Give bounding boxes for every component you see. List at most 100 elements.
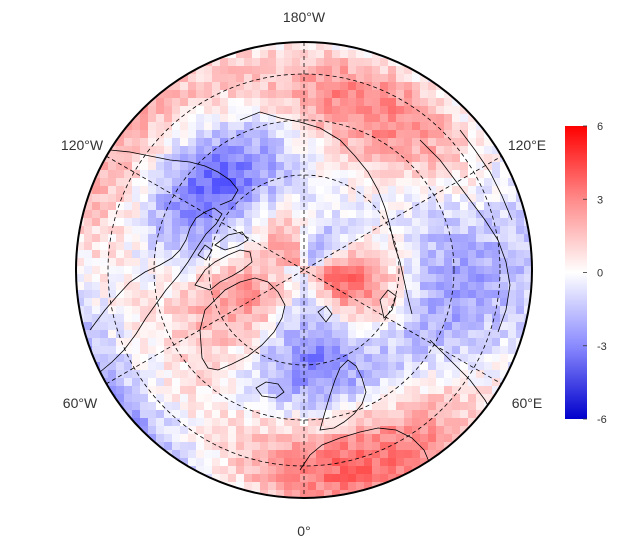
field-cell — [244, 202, 252, 210]
field-cell — [468, 186, 476, 194]
field-cell — [316, 314, 324, 322]
field-cell — [332, 226, 340, 234]
field-cell — [252, 162, 260, 170]
field-cell — [180, 426, 188, 434]
field-cell — [420, 282, 428, 290]
field-cell — [212, 298, 220, 306]
field-cell — [372, 386, 380, 394]
field-cell — [436, 226, 444, 234]
field-cell — [180, 282, 188, 290]
field-cell — [356, 82, 364, 90]
field-cell — [100, 338, 108, 346]
field-cell — [380, 114, 388, 122]
field-cell — [220, 178, 228, 186]
field-cell — [164, 162, 172, 170]
field-cell — [468, 178, 476, 186]
field-cell — [428, 362, 436, 370]
field-cell — [420, 226, 428, 234]
field-cell — [252, 314, 260, 322]
field-cell — [380, 250, 388, 258]
field-cell — [196, 170, 204, 178]
field-cell — [156, 298, 164, 306]
alaska-coast — [109, 149, 239, 206]
field-cell — [132, 338, 140, 346]
field-cell — [508, 322, 516, 330]
field-cell — [292, 186, 300, 194]
field-cell — [212, 418, 220, 426]
field-cell — [388, 218, 396, 226]
field-cell — [212, 250, 220, 258]
field-cell — [276, 282, 284, 290]
field-cell — [276, 130, 284, 138]
field-cell — [84, 242, 92, 250]
field-cell — [404, 378, 412, 386]
field-cell — [172, 314, 180, 322]
field-cell — [372, 338, 380, 346]
field-cell — [476, 346, 484, 354]
field-cell — [284, 418, 292, 426]
field-cell — [284, 402, 292, 410]
field-cell — [356, 114, 364, 122]
field-cell — [428, 306, 436, 314]
field-cell — [188, 298, 196, 306]
field-cell — [292, 106, 300, 114]
field-cell — [76, 202, 84, 210]
field-cell — [252, 90, 260, 98]
field-cell — [172, 362, 180, 370]
field-cell — [188, 290, 196, 298]
field-cell — [116, 250, 124, 258]
field-cell — [452, 346, 460, 354]
field-cell — [156, 258, 164, 266]
field-cell — [188, 394, 196, 402]
field-cell — [260, 66, 268, 74]
field-cell — [324, 338, 332, 346]
field-cell — [348, 306, 356, 314]
field-cell — [460, 154, 468, 162]
field-cell — [364, 386, 372, 394]
field-cell — [180, 370, 188, 378]
field-cell — [332, 98, 340, 106]
field-cell — [460, 130, 468, 138]
field-cell — [428, 162, 436, 170]
field-cell — [356, 186, 364, 194]
field-cell — [468, 218, 476, 226]
field-cell — [364, 146, 372, 154]
field-cell — [404, 306, 412, 314]
field-cell — [476, 338, 484, 346]
field-cell — [108, 346, 116, 354]
field-cell — [372, 266, 380, 274]
field-cell — [180, 98, 188, 106]
field-cell — [420, 330, 428, 338]
field-cell — [180, 162, 188, 170]
field-cell — [228, 106, 236, 114]
field-cell — [396, 370, 404, 378]
field-cell — [172, 138, 180, 146]
field-cell — [172, 266, 180, 274]
field-cell — [324, 154, 332, 162]
colorbar-tick-label: -6 — [597, 414, 607, 426]
field-cell — [452, 330, 460, 338]
field-cell — [164, 322, 172, 330]
field-cell — [364, 418, 372, 426]
field-cell — [444, 266, 452, 274]
field-cell — [364, 346, 372, 354]
field-cell — [180, 82, 188, 90]
field-cell — [172, 298, 180, 306]
field-cell — [364, 114, 372, 122]
field-cell — [292, 362, 300, 370]
field-cell — [172, 162, 180, 170]
field-cell — [452, 234, 460, 242]
field-cell — [140, 306, 148, 314]
field-cell — [316, 330, 324, 338]
field-cell — [220, 138, 228, 146]
field-cell — [508, 234, 516, 242]
field-cell — [196, 66, 204, 74]
field-cell — [156, 218, 164, 226]
field-cell — [228, 354, 236, 362]
field-cell — [356, 122, 364, 130]
field-cell — [420, 434, 428, 442]
field-cell — [220, 362, 228, 370]
field-cell — [484, 210, 492, 218]
field-cell — [324, 466, 332, 474]
field-cell — [92, 346, 100, 354]
